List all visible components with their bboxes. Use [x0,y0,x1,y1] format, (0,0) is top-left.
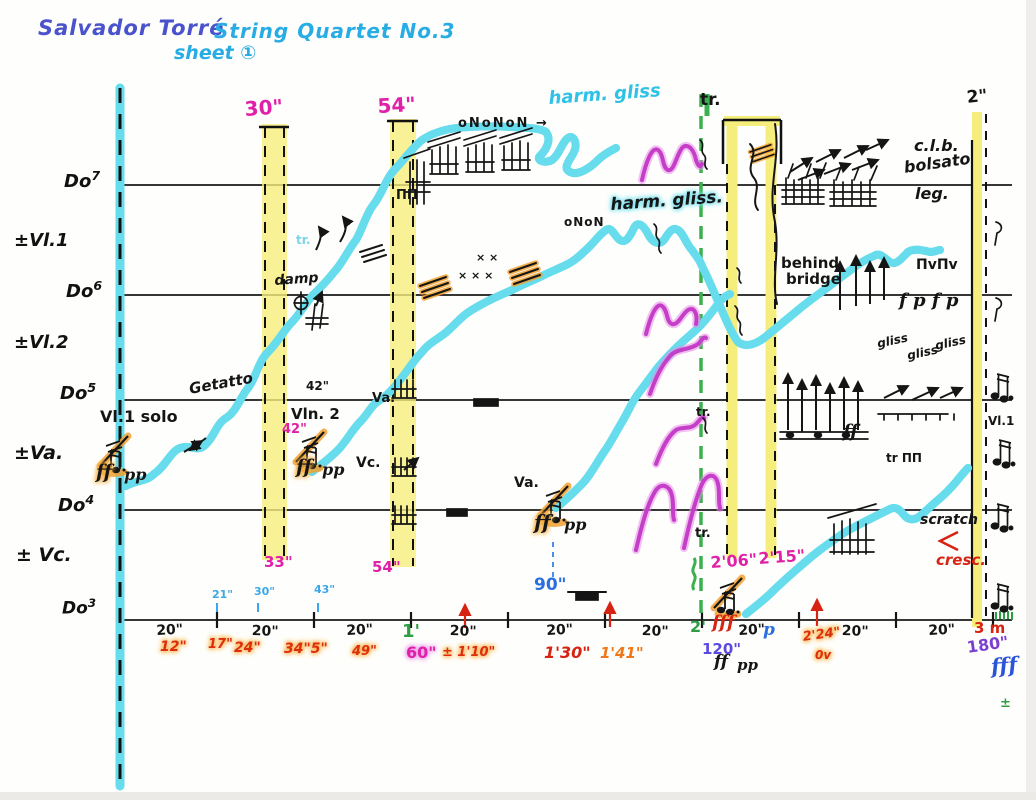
title-sheet: sheet ① [174,42,257,64]
red-marks [458,530,959,628]
note-figures-right [990,373,1016,613]
curve-vc [742,464,972,618]
page-edge-right [1026,0,1036,800]
curve-va [552,290,734,512]
orange-jete-notes [96,428,746,619]
curve-vl2 [308,224,944,476]
rehearsal-bar-54s [387,119,418,567]
end-bar-2s [970,112,987,627]
page-edge-bottom [0,792,1036,800]
time-axis-ticks [118,603,995,628]
curve-vl1 [122,126,620,486]
green-dashed-line [691,94,1013,620]
crescendo-hairpin [937,530,959,552]
jete-note-vl1 [96,432,132,477]
title-author: Salvador Torré [38,16,225,40]
title-work: String Quartet No.3 [214,19,456,43]
voice-curves [122,126,972,618]
jete-note-vc [710,574,746,619]
jete-note-vl2 [292,428,328,473]
purple-gliss-figures [632,142,724,554]
arrow-marks [183,138,964,471]
tremolo-black [359,244,387,263]
tremolo-patches [359,142,777,301]
notation-sketches [293,123,1003,601]
jete-note-va [536,482,572,527]
staff-lines [118,184,1012,621]
